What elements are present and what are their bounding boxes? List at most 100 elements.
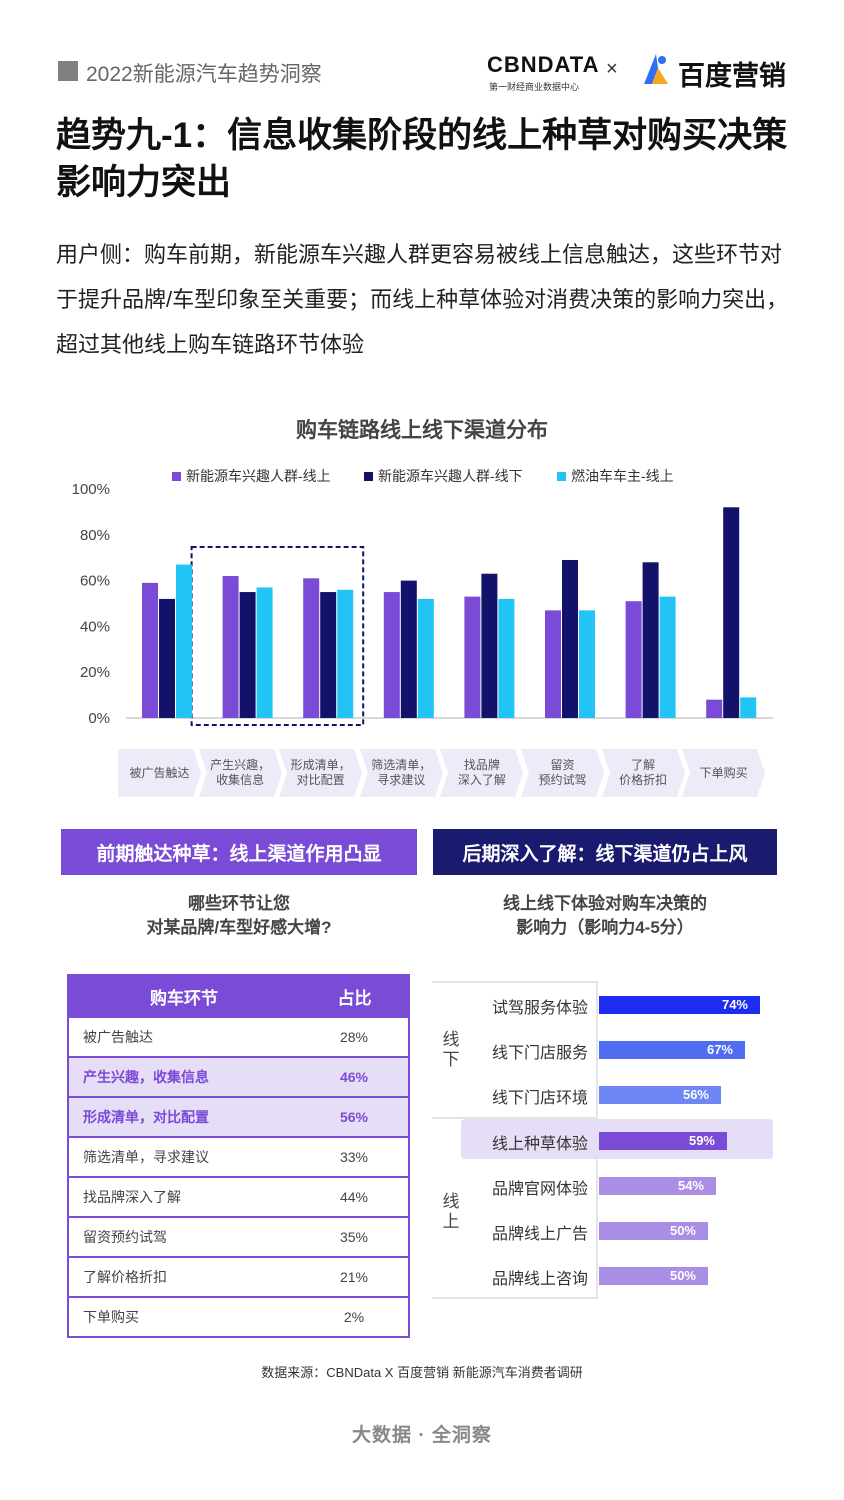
table-row: 找品牌深入了解 44%	[67, 1176, 410, 1218]
y-tick-label: 100%	[72, 481, 110, 498]
hbar-label: 线下门店服务	[491, 1045, 588, 1063]
hbar-label: 品牌官网体验	[491, 1180, 588, 1198]
table-cell-stage: 形成清单，对比配置	[67, 1096, 300, 1138]
bar-fuel-online	[498, 598, 515, 718]
hbar-label: 线上种草体验	[491, 1135, 588, 1153]
bar-ev-online	[303, 578, 320, 718]
x-tick-label: 筛选清单， 寻求建议	[359, 749, 443, 797]
bar-ev-online	[222, 576, 239, 718]
x-tick-label: 了解 价格折扣	[601, 749, 685, 797]
bar-fuel-online	[176, 564, 192, 718]
page-description: 用户侧：购车前期，新能源车兴趣人群更容易被线上信息触达，这些环节对于提升品牌/车…	[56, 242, 789, 357]
legend-item-fuel-online: 燃油车车主-线上	[557, 466, 674, 486]
bar-ev-offline	[320, 592, 337, 718]
hbar-value: 67%	[706, 1042, 733, 1058]
legend-swatch	[172, 471, 181, 481]
table-row: 形成清单，对比配置 56%	[67, 1096, 410, 1138]
table-cell-stage: 产生兴趣，收集信息	[67, 1056, 300, 1098]
y-tick-label: 80%	[80, 527, 110, 544]
header-square-icon	[58, 61, 78, 81]
cbndata-logo-subtitle: 第一财经商业数据中心	[489, 82, 580, 92]
bar-ev-online	[464, 596, 481, 718]
banner-early-stage: 前期触达种草：线上渠道作用凸显	[61, 829, 417, 875]
hbar: 74%	[599, 996, 760, 1014]
baidu-marketing-logo-text: 百度营销	[678, 61, 786, 91]
stage-chevron	[601, 749, 685, 797]
footer-slogan: 大数据 · 全洞察	[352, 1425, 492, 1446]
bar-ev-offline	[239, 592, 256, 718]
series-title: 2022新能源汽车趋势洞察	[86, 63, 322, 86]
hbar-label: 线下门店环境	[491, 1090, 588, 1108]
legend-label: 燃油车车主-线上	[571, 468, 674, 484]
table-cell-stage: 下单购买	[67, 1296, 300, 1338]
stage-chevron	[198, 749, 282, 797]
x-tick-label: 被广告触达	[118, 749, 201, 797]
times-sign: ×	[606, 58, 618, 80]
bar-ev-offline	[642, 562, 659, 718]
legend-swatch	[364, 471, 373, 481]
stage-chevron	[440, 749, 524, 797]
banner-late-stage: 后期深入了解：线下渠道仍占上风	[433, 829, 777, 875]
hbar: 50%	[599, 1222, 708, 1240]
bar-ev-offline	[159, 598, 175, 718]
x-tick-label: 找品牌 深入了解	[440, 749, 524, 797]
table-cell-share: 44%	[300, 1176, 410, 1218]
table-cell-share: 35%	[300, 1216, 410, 1258]
x-tick-label: 下单购买	[682, 749, 766, 797]
bar-ev-online	[625, 601, 642, 718]
bar-fuel-online	[659, 596, 676, 718]
x-tick-label: 产生兴趣， 收集信息	[198, 749, 282, 797]
table-cell-stage: 找品牌深入了解	[67, 1176, 300, 1218]
table-cell-share: 2%	[300, 1296, 410, 1338]
table-cell-stage: 留资预约试驾	[67, 1216, 300, 1258]
bar-ev-online	[383, 592, 400, 718]
stage-chevron	[521, 749, 604, 797]
hbar-value: 50%	[669, 1268, 696, 1284]
stage-chevron	[682, 749, 766, 797]
chart-title: 购车链路线上线下渠道分布	[296, 419, 548, 442]
hbar-value: 74%	[721, 997, 748, 1012]
cbndata-logo: CBNDATA	[487, 52, 600, 77]
table-row: 筛选清单，寻求建议 33%	[67, 1136, 410, 1178]
table-cell-stage: 了解价格折扣	[67, 1256, 300, 1298]
y-tick-label: 20%	[80, 664, 110, 681]
legend-swatch	[557, 471, 566, 481]
table-cell-share: 33%	[300, 1136, 410, 1178]
hbar: 56%	[599, 1086, 721, 1105]
table-cell-share: 56%	[300, 1096, 410, 1138]
bar-fuel-online	[256, 587, 273, 718]
legend-item-online-interest: 新能源车兴趣人群-线上	[172, 466, 331, 486]
hbar-label: 试驾服务体验	[491, 1000, 588, 1017]
channel-distribution-chart: 0% 20% 40% 60% 80% 100%	[72, 481, 773, 727]
table-cell-share: 21%	[300, 1256, 410, 1298]
legend-label: 新能源车兴趣人群-线上	[186, 468, 331, 484]
y-tick-label: 40%	[80, 618, 110, 635]
group-label-online: 线上	[442, 1192, 460, 1231]
bar-ev-offline	[562, 559, 578, 718]
table-question: 哪些环节让您 对某品牌/车型好感大增?	[146, 894, 332, 937]
table-row: 留资预约试驾 35%	[67, 1216, 410, 1258]
hbar-label: 品牌线上广告	[491, 1226, 588, 1243]
table-cell-share: 46%	[300, 1056, 410, 1098]
group-divider	[432, 1117, 598, 1119]
x-tick-label: 形成清单， 对比配置	[279, 749, 363, 797]
hbar: 54%	[599, 1176, 716, 1195]
hbar-chart-title: 线上线下体验对购车决策的 影响力（影响力4-5分）	[503, 894, 707, 937]
bar-fuel-online	[740, 697, 757, 718]
bar-ev-offline	[723, 507, 740, 718]
x-tick-label: 留资 预约试驾	[521, 749, 604, 797]
table-row: 下单购买 2%	[67, 1296, 410, 1338]
hbar-value: 54%	[677, 1177, 704, 1193]
y-tick-label: 0%	[88, 710, 110, 727]
hbar-value: 56%	[682, 1087, 709, 1103]
table-row: 产生兴趣，收集信息 46%	[67, 1056, 410, 1098]
column-header-stage: 购车环节	[67, 974, 301, 1018]
legend-item-offline-interest: 新能源车兴趣人群-线下	[364, 466, 523, 486]
bar-fuel-online	[337, 589, 354, 718]
legend-label: 新能源车兴趣人群-线下	[378, 468, 523, 484]
bar-ev-online	[545, 610, 561, 718]
group-label-offline: 线下	[442, 1030, 460, 1069]
bar-fuel-online	[579, 610, 595, 718]
bar-fuel-online	[417, 598, 434, 718]
hbar: 59%	[599, 1131, 727, 1150]
